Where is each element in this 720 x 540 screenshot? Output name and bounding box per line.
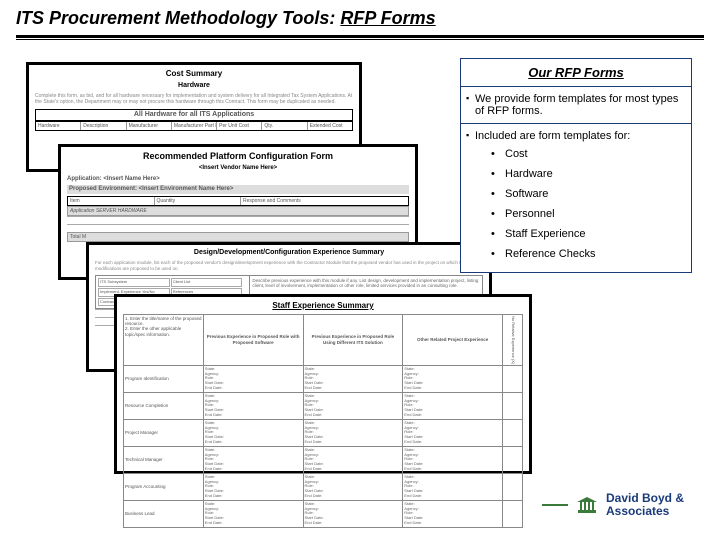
footer-logo: David Boyd & Associates xyxy=(542,492,684,518)
table-row: Project ManagerState:Agency:Role:Start D… xyxy=(124,419,523,446)
lbl: Client List xyxy=(171,278,243,287)
col: Item xyxy=(68,197,155,205)
card-vendor: <Insert Vendor Name Here> xyxy=(67,165,409,172)
card-title: Recommended Platform Configuration Form xyxy=(67,151,409,162)
table-row: Business LeadState:Agency:Role:Start Dat… xyxy=(124,500,523,527)
col: Manufacturer xyxy=(127,122,172,130)
lbl: ITS Subsystem xyxy=(98,278,170,287)
logo-rule xyxy=(542,504,568,506)
sidebar-sublist: Cost Hardware Software Personnel Staff E… xyxy=(461,142,691,272)
title-rule-thin xyxy=(16,39,704,40)
card-blurb: For each application module, list each o… xyxy=(95,260,483,272)
li: 1. Enter the title/name of the proposed … xyxy=(125,316,202,327)
sidebar-bullet: Included are form templates for: xyxy=(461,124,691,142)
card-title: Design/Development/Configuration Experie… xyxy=(95,249,483,257)
col: Quantity xyxy=(155,197,242,205)
page-title-bar: ITS Procurement Methodology Tools: RFP F… xyxy=(0,0,720,33)
sidebar-bullet: We provide form templates for most types… xyxy=(461,87,691,124)
table-row: Resource CompletionState:Agency:Role:Sta… xyxy=(124,392,523,419)
col: Other Related Project Experience xyxy=(403,314,503,365)
building-icon xyxy=(576,496,598,514)
li: 2. Enter the other applicable topic/spec… xyxy=(125,326,202,337)
logo-line2: Associates xyxy=(606,505,684,518)
card-cols: Hardware Description Manufacturer Manufa… xyxy=(35,121,353,131)
card-title: Cost Summary xyxy=(35,69,353,79)
card-title: Staff Experience Summary xyxy=(123,301,523,311)
list-item: Hardware xyxy=(491,164,687,184)
table-row: Program AccountingState:Agency:Role:Star… xyxy=(124,473,523,500)
list-item: Reference Checks xyxy=(491,244,687,264)
logo-text: David Boyd & Associates xyxy=(606,492,684,518)
sidebar-box: Our RFP Forms We provide form templates … xyxy=(460,58,692,273)
list-item: Cost xyxy=(491,144,687,164)
card-sub: Hardware xyxy=(35,82,353,90)
form-card-staff: Staff Experience Summary 1. Enter the ti… xyxy=(114,294,532,474)
col: Previous Experience in Proposed Role Usi… xyxy=(303,314,403,365)
card-blurb: Complete this form, as bid, and for all … xyxy=(35,93,353,106)
page-title: ITS Procurement Methodology Tools: RFP F… xyxy=(16,8,436,28)
title-rule-thick xyxy=(16,35,704,38)
col: Description xyxy=(81,122,126,130)
card-app: Application: <Insert Name Here> xyxy=(67,176,409,183)
card-cols: Item Quantity Response and Comments xyxy=(67,196,409,206)
sidebar-heading: Our RFP Forms xyxy=(461,59,691,87)
table-row: Program IdentificationState:Agency:Role:… xyxy=(124,365,523,392)
col: Previous Experience in Proposed Role wit… xyxy=(203,314,303,365)
card-banner: All Hardware for all ITS Applications xyxy=(35,109,353,121)
list-item: Personnel xyxy=(491,204,687,224)
col: Extended Cost xyxy=(308,122,352,130)
card-env: Proposed Environment: <Insert Environmen… xyxy=(67,185,409,194)
col: Per Unit Cost xyxy=(217,122,262,130)
card-section: Application SERVER HARDWARE xyxy=(67,206,409,216)
list-item: Software xyxy=(491,184,687,204)
title-underlined: RFP Forms xyxy=(340,8,435,28)
list-item: Staff Experience xyxy=(491,224,687,244)
col: Manufacturer Part No. xyxy=(172,122,217,130)
table-row: Technical ManagerState:Agency:Role:Start… xyxy=(124,446,523,473)
col: Hardware xyxy=(36,122,81,130)
card-total: Total M xyxy=(67,232,409,242)
logo-line1: David Boyd & xyxy=(606,492,684,505)
col: Response and Comments xyxy=(241,197,408,205)
title-prefix: ITS Procurement Methodology Tools: xyxy=(16,8,340,28)
col: Qty. xyxy=(262,122,307,130)
form-stack: Cost Summary Hardware Complete this form… xyxy=(26,62,426,462)
side-label: No Relative Experience (X) xyxy=(503,314,523,365)
